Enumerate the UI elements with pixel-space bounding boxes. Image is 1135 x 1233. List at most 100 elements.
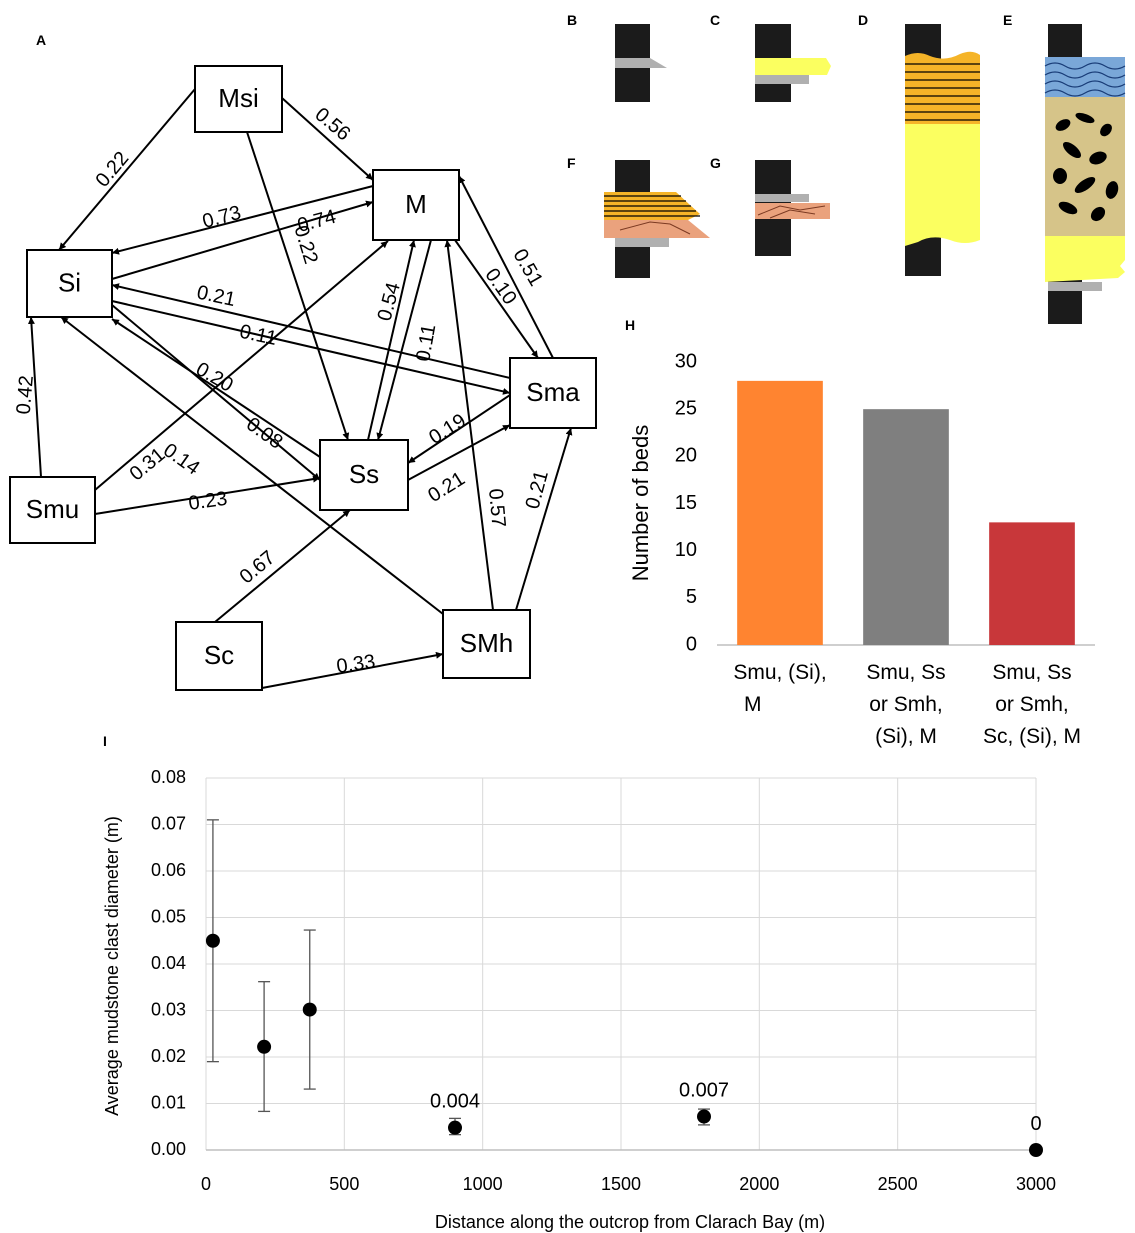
edge-si-to-sma bbox=[111, 300, 511, 395]
bar-1 bbox=[737, 380, 823, 645]
edge-label-smu-to-si: 0.42 bbox=[13, 375, 38, 416]
bar-y-tick-label: 0 bbox=[686, 633, 697, 655]
bar-y-tick-label: 5 bbox=[686, 586, 697, 608]
edge-msi-to-si bbox=[58, 88, 196, 251]
scatter-y-tick-label: 0.01 bbox=[151, 1092, 186, 1112]
node-label-smu: Smu bbox=[26, 494, 79, 524]
edge-smu-to-m bbox=[94, 240, 389, 491]
scatter-y-tick-label: 0.04 bbox=[151, 953, 186, 973]
bar-category-label: (Si), M bbox=[875, 725, 937, 748]
node-label-si: Si bbox=[58, 267, 81, 297]
scatter-x-tick-label: 3000 bbox=[1016, 1174, 1056, 1194]
edge-label-ss-to-m: 0.54 bbox=[374, 280, 405, 323]
bar-category-label: Smu, Ss bbox=[992, 661, 1071, 684]
data-point-label: 0 bbox=[1030, 1113, 1041, 1135]
edge-label-smu-to-m: 0.31 bbox=[126, 444, 170, 486]
data-point bbox=[205, 933, 220, 948]
scatter-y-axis-label: Average mudstone clast diameter (m) bbox=[102, 816, 122, 1116]
scatter-x-tick-label: 0 bbox=[201, 1174, 211, 1194]
edge-label-smh-to-si: 0.14 bbox=[159, 439, 204, 479]
edge-sc-to-smh bbox=[261, 651, 444, 689]
edge-smh-to-sma bbox=[515, 427, 573, 611]
panel-label-h: H bbox=[625, 317, 635, 333]
edge-label-ss-to-sma: 0.21 bbox=[424, 468, 469, 507]
edge-sc-to-ss bbox=[214, 509, 351, 623]
scatter-x-tick-label: 1000 bbox=[463, 1174, 503, 1194]
node-box-msi bbox=[194, 65, 283, 133]
data-point bbox=[302, 1002, 317, 1017]
node-box-sma bbox=[509, 357, 597, 429]
edge-m-to-sma bbox=[454, 239, 539, 359]
bar-category-label: or Smh, bbox=[995, 693, 1069, 716]
transition-diagram: 0.220.560.220.73 0.740.110.54 0.100.510.21… bbox=[9, 65, 597, 691]
edge-label-smu-to-ss: 0.23 bbox=[187, 488, 229, 515]
edge-ss-to-m bbox=[367, 239, 416, 441]
bed-log-e bbox=[1044, 24, 1126, 324]
scatter-y-tick-label: 0.08 bbox=[151, 767, 186, 787]
bar-y-tick-label: 20 bbox=[675, 445, 697, 467]
scatter-x-tick-label: 2500 bbox=[878, 1174, 918, 1194]
bar-category-label: or Smh, bbox=[869, 693, 943, 716]
edge-smu-to-ss bbox=[94, 475, 321, 515]
bar-3 bbox=[989, 522, 1075, 645]
bar-category-label: M bbox=[744, 693, 762, 716]
node-label-msi: Msi bbox=[218, 83, 258, 113]
bed-log-g bbox=[755, 160, 830, 256]
scatter-y-tick-label: 0.00 bbox=[151, 1139, 186, 1159]
node-label-sma: Sma bbox=[526, 377, 580, 407]
edge-label-sma-to-ss: 0.19 bbox=[425, 410, 470, 449]
data-point-label: 0.007 bbox=[679, 1080, 729, 1102]
bar-y-tick-label: 25 bbox=[675, 397, 697, 419]
edge-si-to-m bbox=[111, 200, 374, 280]
edge-m-to-si bbox=[111, 185, 374, 255]
edge-label-sc-to-ss: 0.67 bbox=[236, 547, 280, 589]
panel-label-a: A bbox=[36, 32, 46, 48]
edge-smh-to-si bbox=[60, 316, 444, 615]
data-point bbox=[1029, 1143, 1043, 1157]
node-label-sc: Sc bbox=[204, 640, 234, 670]
scatter-y-tick-label: 0.06 bbox=[151, 860, 186, 880]
bed-log-d bbox=[905, 24, 980, 276]
bar-chart-beds: Number of beds 0 5 10 15 20 25 30 Smu, (Si), M Sm… bbox=[628, 350, 1095, 748]
data-point bbox=[448, 1120, 462, 1135]
edge-label-msi-to-m: 0.56 bbox=[310, 104, 354, 146]
scatter-y-tick-label: 0.03 bbox=[151, 999, 186, 1019]
data-point bbox=[697, 1109, 711, 1124]
edge-label-si-to-sma: 0.11 bbox=[238, 321, 279, 350]
node-box-smu bbox=[9, 476, 96, 544]
scatter-chart-clast-diameter: Distance along the outcrop from Clarach … bbox=[102, 767, 1056, 1232]
edge-sma-to-m bbox=[458, 175, 554, 359]
data-point-label: 0.004 bbox=[430, 1091, 480, 1113]
bed-log-b bbox=[615, 24, 667, 102]
edge-sma-to-ss bbox=[407, 394, 511, 464]
node-label-m: M bbox=[405, 189, 427, 219]
scatter-x-tick-label: 2000 bbox=[739, 1174, 779, 1194]
scatter-x-axis-label: Distance along the outcrop from Clarach … bbox=[435, 1212, 825, 1232]
node-label-smh: SMh bbox=[460, 628, 513, 658]
data-point bbox=[257, 1039, 272, 1054]
bed-log-f bbox=[604, 160, 710, 278]
bed-log-c bbox=[755, 24, 831, 102]
bar-chart-y-axis-label: Number of beds bbox=[628, 425, 653, 582]
node-box-sc bbox=[175, 621, 263, 691]
node-box-si bbox=[26, 249, 113, 318]
edge-msi-to-m bbox=[281, 97, 374, 181]
scatter-y-tick-label: 0.07 bbox=[151, 813, 186, 833]
edge-smu-to-si bbox=[27, 316, 42, 478]
panel-label-e: E bbox=[1003, 12, 1012, 28]
edge-label-si-to-m: 0.74 bbox=[295, 206, 338, 237]
scatter-y-tick-label: 0.05 bbox=[151, 906, 186, 926]
bar-category-label: Sc, (Si), M bbox=[983, 725, 1081, 748]
panel-label-b: B bbox=[567, 12, 577, 28]
bar-category-label: Smu, (Si), bbox=[733, 661, 826, 684]
node-label-ss: Ss bbox=[349, 459, 379, 489]
panel-label-c: C bbox=[710, 12, 720, 28]
panel-label-d: D bbox=[858, 12, 868, 28]
node-box-smh bbox=[442, 609, 531, 679]
scatter-x-tick-label: 1500 bbox=[601, 1174, 641, 1194]
edge-smh-to-m bbox=[444, 239, 494, 611]
edge-label-m-to-si: 0.73 bbox=[200, 202, 243, 233]
bar-2 bbox=[863, 409, 949, 645]
edge-si-to-ss bbox=[111, 304, 321, 481]
